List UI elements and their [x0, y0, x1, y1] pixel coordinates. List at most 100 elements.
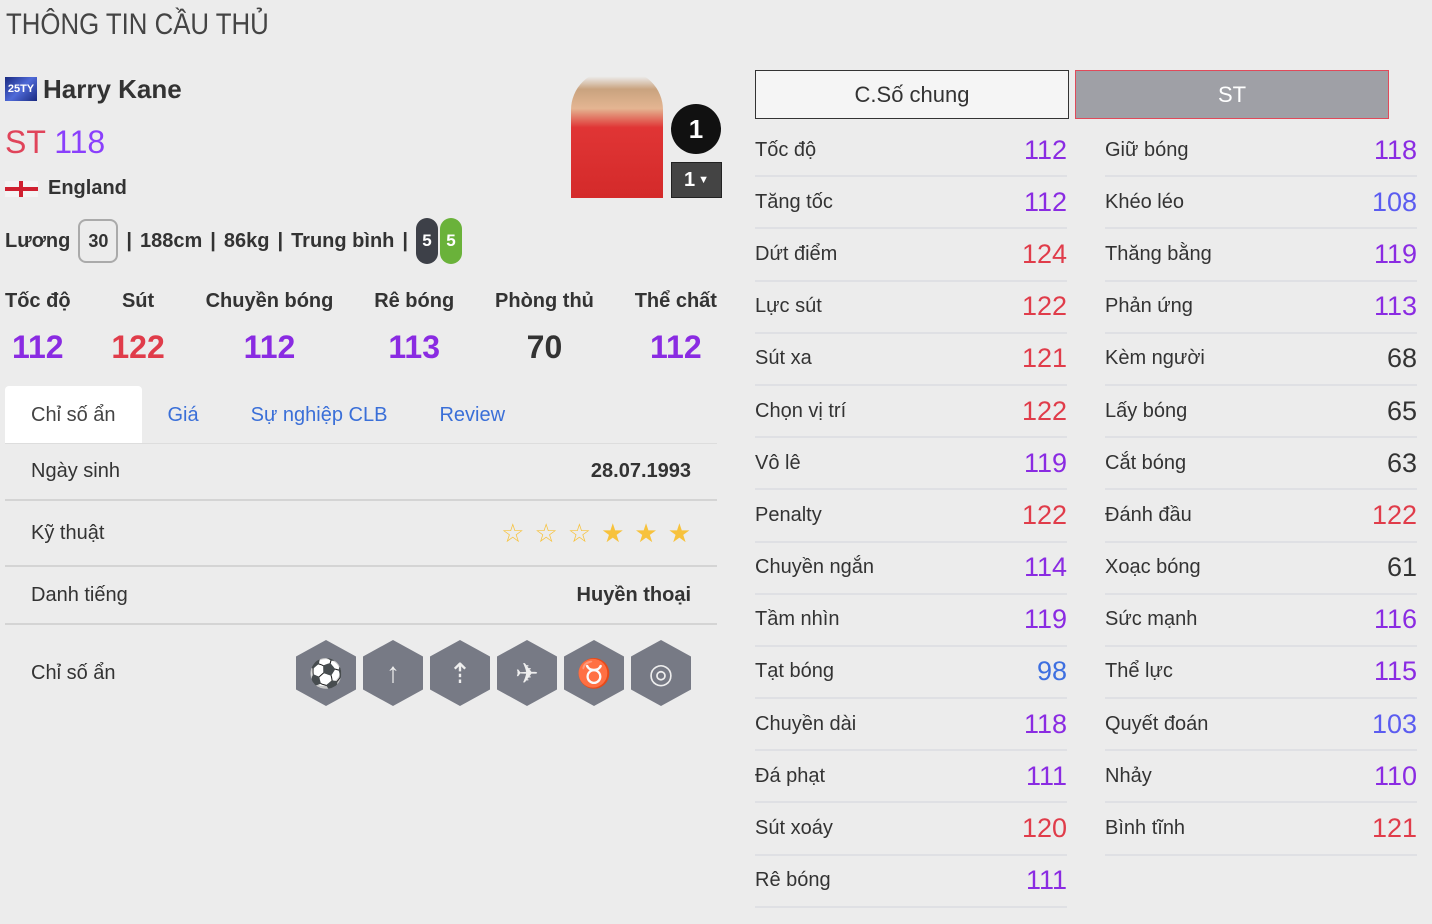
- stat-row: Bình tĩnh 121: [1105, 803, 1417, 856]
- stat-label: Xoạc bóng: [1105, 556, 1201, 579]
- summary-value: 113: [388, 329, 440, 365]
- stat-row: Thăng bằng 119: [1105, 229, 1417, 282]
- stat-value: 121: [1021, 343, 1067, 374]
- stat-label: Penalty: [755, 503, 822, 526]
- stat-label: Thể lực: [1105, 660, 1173, 683]
- stat-value: 68: [1386, 343, 1417, 374]
- summary-label: Rê bóng: [374, 290, 455, 312]
- long-shot-icon[interactable]: ⚽: [296, 640, 356, 706]
- traits-list: ⚽ ↑ ⇡ ✈ ♉ ◎: [296, 640, 691, 706]
- birth-label: Ngày sinh: [31, 460, 120, 482]
- stat-row: Chuyền dài 118: [755, 699, 1067, 752]
- stat-row: Đánh đầu 122: [1105, 490, 1417, 543]
- overall: 118: [54, 124, 106, 160]
- stat-label: Tầm nhìn: [755, 608, 840, 631]
- stat-label: Rê bóng: [755, 869, 831, 892]
- stat-row: Tăng tốc 112: [755, 177, 1067, 230]
- stat-value: 118: [1023, 708, 1067, 739]
- stat-row: Kèm người 68: [1105, 334, 1417, 386]
- upgrade-level: 1: [683, 168, 696, 191]
- traits-label: Chỉ số ẩn: [31, 661, 116, 684]
- stat-label: Vô lê: [755, 451, 801, 474]
- stat-value: 111: [1025, 760, 1067, 791]
- summary-label: Tốc độ: [5, 290, 71, 312]
- stat-label: Giữ bóng: [1105, 138, 1189, 161]
- stat-value: 115: [1373, 656, 1417, 687]
- salary-badge: 30: [78, 219, 119, 263]
- outside-foot-shot-icon[interactable]: ◎: [631, 640, 691, 706]
- summary-value: 112: [243, 329, 296, 365]
- tab-club-career[interactable]: Sự nghiệp CLB: [250, 404, 388, 426]
- stat-label: Thăng bằng: [1105, 242, 1212, 265]
- stat-row: Tốc độ 112: [755, 125, 1067, 178]
- stat-row: Chuyền ngắn 114: [755, 543, 1067, 595]
- bull-icon[interactable]: ♉: [564, 640, 624, 706]
- power-header-icon[interactable]: ↑: [363, 640, 423, 706]
- star-empty-icon: ☆: [567, 517, 592, 548]
- tab-general-stats[interactable]: C.Số chung: [755, 70, 1069, 119]
- stat-label: Sút xa: [755, 347, 812, 370]
- tab-hidden-stats[interactable]: Chỉ số ẩn: [5, 386, 142, 443]
- birth-date: 28.07.1993: [590, 460, 691, 482]
- stat-value: 103: [1371, 708, 1417, 739]
- summary-stats: Tốc độ 112 Sút 122 Chuyền bóng 112 Rê bóng 1…: [5, 290, 717, 366]
- stat-row: Khéo léo 108: [1105, 177, 1417, 230]
- stat-row: Vô lê 119: [755, 438, 1067, 491]
- finesse-header-icon[interactable]: ⇡: [430, 640, 490, 706]
- stat-value: 108: [1371, 186, 1417, 217]
- star-empty-icon: ☆: [534, 517, 558, 548]
- tab-price[interactable]: Giá: [167, 404, 199, 426]
- stat-value: 65: [1386, 395, 1417, 426]
- skill-stars: ☆ ☆ ☆ ★ ★ ★: [501, 518, 691, 549]
- stat-label: Tạt bóng: [755, 660, 834, 683]
- stat-value: 118: [1373, 134, 1417, 165]
- stat-value: 124: [1021, 238, 1067, 269]
- stat-value: 112: [1023, 134, 1067, 165]
- star-empty-icon: ☆: [501, 517, 525, 548]
- height: 188cm: [139, 229, 203, 252]
- details-list: Ngày sinh 28.07.1993 Kỹ thuật ☆ ☆ ☆ ★ ★ ★ Danh …: [5, 444, 717, 721]
- stat-label: Tăng tốc: [755, 190, 833, 213]
- stat-label: Lấy bóng: [1105, 399, 1188, 422]
- stat-value: 119: [1023, 447, 1067, 478]
- stat-row: Tầm nhìn 119: [755, 595, 1067, 647]
- position-overall: ST 118: [5, 124, 717, 161]
- tab-position-st[interactable]: ST: [1075, 70, 1389, 119]
- stat-value: 114: [1023, 552, 1067, 583]
- chip-shot-icon[interactable]: ✈: [497, 640, 557, 706]
- summary-label: Phòng thủ: [495, 290, 594, 312]
- summary-value: 112: [650, 329, 702, 365]
- weight: 86kg: [223, 229, 270, 252]
- stats-column-right: Giữ bóng 118 Khéo léo 108 Thăng bằng 119 Phản …: [1105, 125, 1417, 908]
- star-filled-icon: ★: [634, 517, 658, 548]
- summary-passing: Chuyền bóng 112: [206, 290, 334, 366]
- summary-label: Thể chất: [634, 290, 717, 312]
- upgrade-level-select[interactable]: 1 ▼: [671, 162, 722, 198]
- stat-value: 121: [1371, 813, 1417, 844]
- star-filled-icon: ★: [667, 517, 691, 548]
- stat-label: Lực sút: [755, 295, 822, 318]
- stat-label: Bình tĩnh: [1105, 817, 1186, 840]
- summary-value: 112: [11, 329, 64, 365]
- stat-row: Rê bóng 111: [755, 856, 1067, 908]
- player-header: 25TY Harry Kane ST 118 England Lương 30 …: [5, 70, 722, 264]
- stat-value: 119: [1373, 238, 1417, 269]
- summary-value: 122: [111, 329, 165, 365]
- stat-value: 112: [1023, 186, 1067, 217]
- summary-label: Sút: [121, 290, 155, 312]
- player-name: Harry Kane: [43, 73, 182, 104]
- stat-label: Chuyền ngắn: [755, 556, 874, 579]
- tab-review[interactable]: Review: [439, 404, 506, 426]
- player-photo: [571, 70, 663, 198]
- stat-row: Thể lực 115: [1105, 647, 1417, 700]
- stat-row: Sút xoáy 120: [755, 803, 1067, 856]
- stat-row: Penalty 122: [755, 490, 1067, 543]
- stats-panel: C.Số chung ST Tốc độ 112 Tăng tốc 112 Dứt đi…: [755, 70, 1417, 908]
- body-type: Trung bình: [291, 229, 395, 252]
- caret-down-icon: ▼: [698, 174, 709, 186]
- team-color-badge: 1: [671, 104, 721, 154]
- stat-row: Đá phạt 111: [755, 751, 1067, 804]
- summary-pace: Tốc độ 112: [5, 290, 71, 366]
- stat-label: Dứt điểm: [755, 242, 838, 265]
- stat-value: 98: [1036, 656, 1067, 687]
